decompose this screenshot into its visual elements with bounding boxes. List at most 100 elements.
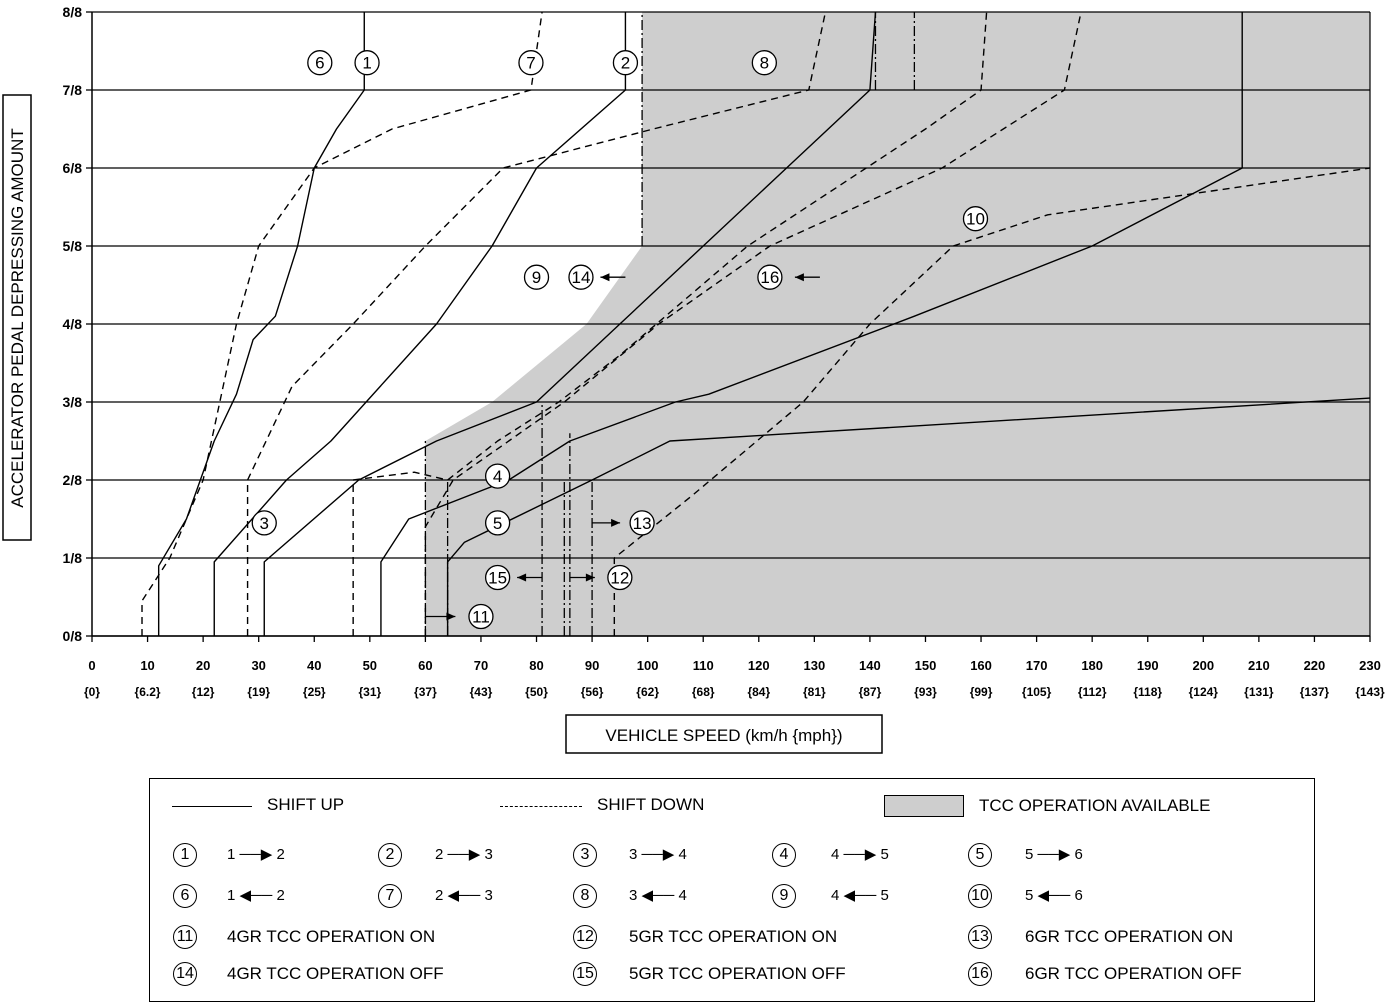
- legend-tcc-swatch: [884, 795, 964, 817]
- series-line-8: [352, 11, 988, 636]
- x-tick-mph-23: {143}: [1355, 685, 1385, 699]
- x-tick-mph-15: {93}: [914, 685, 937, 699]
- series-label-7: 7: [526, 54, 535, 73]
- legend-num-8: 8: [573, 884, 597, 908]
- x-tick-mph-8: {50}: [525, 685, 548, 699]
- y-tick-label-1: 1/8: [63, 550, 83, 566]
- series-label-circle-12: [607, 564, 633, 591]
- series-label-13: 13: [633, 514, 652, 533]
- legend-num-12: 12: [573, 925, 597, 949]
- series-label-circle-13: [629, 510, 655, 536]
- series-label-circle-2: [612, 50, 639, 76]
- series-label-16: 16: [760, 268, 779, 287]
- y-tick-label-8: 8/8: [63, 4, 83, 20]
- series-label-1: 1: [362, 54, 371, 73]
- x-tick-mph-4: {25}: [303, 685, 326, 699]
- tcc-arrow-head-3: [517, 573, 527, 582]
- x-tick-mph-10: {62}: [636, 685, 659, 699]
- series-label-6: 6: [315, 54, 324, 73]
- series-label-10: 10: [966, 210, 985, 229]
- series-line-10: [613, 167, 1371, 636]
- x-tick-mph-14: {87}: [859, 685, 882, 699]
- y-tick-label-6: 6/8: [63, 160, 83, 176]
- x-tick-mph-2: {12}: [192, 685, 215, 699]
- x-tick-label-8: 80: [529, 658, 543, 673]
- y-tick-label-5: 5/8: [63, 238, 83, 254]
- x-tick-label-3: 30: [251, 658, 265, 673]
- x-tick-mph-12: {84}: [747, 685, 770, 699]
- x-tick-label-9: 90: [585, 658, 599, 673]
- legend-tcc-16: 6GR TCC OPERATION OFF: [1025, 964, 1242, 983]
- legend-tcc-13: 6GR TCC OPERATION ON: [1025, 927, 1234, 946]
- series-line-6: [141, 11, 543, 636]
- x-tick-label-20: 200: [1192, 658, 1214, 673]
- x-tick-mph-11: {68}: [692, 685, 715, 699]
- series-label-circle-5: [484, 510, 511, 536]
- legend-item-3: 3 ──▶ 4: [629, 846, 687, 863]
- series-label-circle-4: [484, 463, 511, 489]
- x-tick-label-12: 120: [748, 658, 770, 673]
- y-tick-label-3: 3/8: [63, 394, 83, 410]
- legend-tcc-label: TCC OPERATION AVAILABLE: [979, 796, 1211, 815]
- series-label-8: 8: [760, 54, 769, 73]
- legend-item-1: 1 ──▶ 2: [227, 846, 285, 863]
- series-line-2: [213, 12, 627, 636]
- x-tick-label-23: 230: [1359, 658, 1381, 673]
- legend-num-1: 1: [173, 843, 197, 867]
- x-tick-label-17: 170: [1026, 658, 1048, 673]
- series-line-9: [424, 11, 1082, 636]
- series-label-circle-1: [354, 50, 380, 76]
- series-label-circle-14: [568, 264, 594, 290]
- x-tick-mph-1: {6.2}: [135, 685, 161, 699]
- x-tick-label-1: 10: [140, 658, 154, 673]
- legend-item-2: 2 ──▶ 3: [435, 846, 493, 863]
- x-tick-label-13: 130: [803, 658, 825, 673]
- x-tick-label-0: 0: [88, 658, 95, 673]
- series-label-5: 5: [493, 514, 502, 533]
- series-label-3: 3: [260, 514, 269, 533]
- legend-num-10: 10: [968, 884, 992, 908]
- legend-item-4: 4 ──▶ 5: [831, 846, 889, 863]
- legend-num-16: 16: [968, 962, 992, 986]
- x-tick-mph-17: {105}: [1022, 685, 1052, 699]
- x-tick-label-22: 220: [1304, 658, 1326, 673]
- series-label-circle-3: [251, 510, 277, 536]
- x-tick-mph-6: {37}: [414, 685, 437, 699]
- series-label-14: 14: [572, 268, 591, 287]
- x-tick-label-5: 50: [363, 658, 377, 673]
- legend-shift-down-label: SHIFT DOWN: [597, 795, 705, 814]
- x-tick-label-15: 150: [915, 658, 937, 673]
- legend-num-14: 14: [173, 962, 197, 986]
- legend-num-3: 3: [573, 843, 597, 867]
- x-tick-label-18: 180: [1081, 658, 1103, 673]
- legend-shift-up-swatch: [172, 806, 252, 807]
- tcc-arrow-head-5: [794, 273, 804, 282]
- legend-num-11: 11: [173, 925, 197, 949]
- legend-num-7: 7: [378, 884, 402, 908]
- series-lines: [141, 11, 1371, 636]
- x-tick-mph-13: {81}: [803, 685, 826, 699]
- x-tick-mph-0: {0}: [84, 685, 100, 699]
- series-line-1: [157, 12, 365, 636]
- x-tick-label-4: 40: [307, 658, 321, 673]
- series-label-15: 15: [488, 569, 507, 588]
- legend-num-13: 13: [968, 925, 992, 949]
- tcc-arrow-head-1: [585, 573, 595, 582]
- y-tick-label-0: 0/8: [63, 628, 83, 644]
- x-tick-label-2: 20: [196, 658, 210, 673]
- legend-item-9: 4 ◀── 5: [831, 887, 889, 904]
- legend-item-7: 2 ◀── 3: [435, 887, 493, 904]
- series-label-circle-6: [307, 50, 333, 76]
- legend-item-10: 5 ◀── 6: [1025, 887, 1083, 904]
- legend-tcc-12: 5GR TCC OPERATION ON: [629, 927, 838, 946]
- y-tick-label-7: 7/8: [63, 82, 83, 98]
- legend-num-9: 9: [772, 884, 796, 908]
- x-tick-label-10: 100: [637, 658, 659, 673]
- x-tick-mph-9: {56}: [581, 685, 604, 699]
- x-tick-mph-5: {31}: [358, 685, 381, 699]
- x-tick-mph-21: {131}: [1244, 685, 1274, 699]
- x-tick-mph-18: {112}: [1078, 685, 1107, 699]
- series-line-4: [380, 12, 1243, 636]
